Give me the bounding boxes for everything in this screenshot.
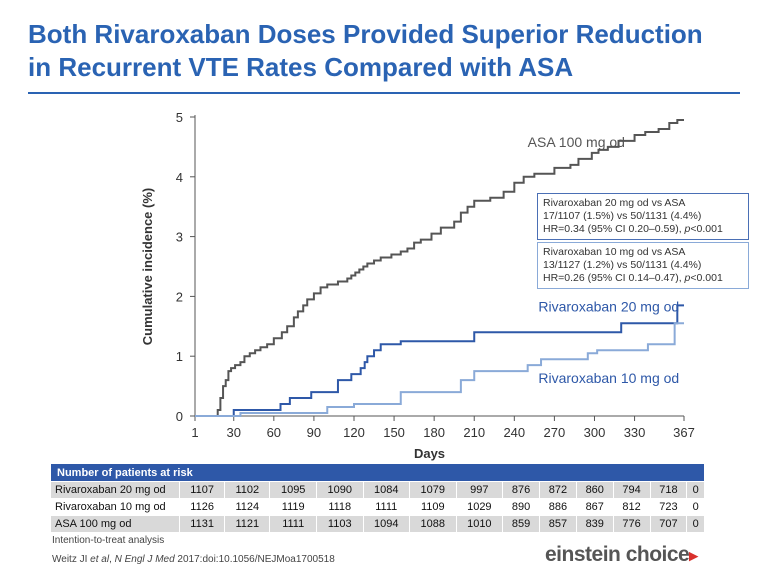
risk-cell: 839 [575,515,614,533]
risk-row-label: ASA 100 mg od [50,515,180,533]
series-annotation: Rivaroxaban 10 mg od [538,370,679,386]
risk-cell: 1010 [455,515,504,533]
stat-box-10mg-line1: Rivaroxaban 10 mg od vs ASA [543,246,686,258]
risk-cell: 1121 [224,515,271,533]
y-tick-label: 3 [176,230,183,245]
series-line-1 [195,304,684,417]
risk-cell: 1094 [362,515,411,533]
y-axis-label: Cumulative incidence (%) [140,188,155,345]
risk-cell: 1107 [178,481,226,499]
risk-cell: 890 [502,498,540,516]
stat-box-10mg-line3: HR=0.26 (95% CI 0.14–0.47), p<0.001 [543,272,723,284]
patients-at-risk-table: Number of patients at risk Rivaroxaban 2… [50,463,705,533]
citation: Weitz JI et al, N Engl J Med 2017:doi:10… [52,554,335,565]
y-tick-label: 5 [176,110,183,125]
x-tick-label: 30 [227,425,241,440]
risk-cell: 876 [502,481,540,499]
series-annotation: ASA 100 mg od [528,134,625,150]
risk-cell: 1090 [315,481,364,499]
risk-cell: 1102 [224,481,271,499]
risk-table-row: Rivaroxaban 10 mg od 1126 1124 1119 1118 1111… [50,498,705,516]
slide-title: Both Rivaroxaban Doses Provided Superior… [28,18,758,84]
stat-box-10mg: Rivaroxaban 10 mg od vs ASA 13/1127 (1.2… [537,242,749,289]
risk-cell: 886 [538,498,577,516]
y-tick-label: 2 [176,289,183,304]
risk-cell: 872 [538,481,577,499]
risk-cell: 997 [455,481,504,499]
x-tick-label: 90 [307,425,321,440]
einstein-choice-logo: einstein choice▸ [545,543,698,566]
stat-box-20mg-line3: HR=0.34 (95% CI 0.20–0.59), p<0.001 [543,223,723,235]
risk-cell: 1111 [269,515,317,533]
stat-box-20mg: Rivaroxaban 20 mg od vs ASA 17/1107 (1.5… [537,193,749,240]
x-axis-label: Days [414,446,445,461]
risk-cell: 1124 [224,498,271,516]
x-tick-label: 1 [191,425,198,440]
x-tick-label: 150 [383,425,405,440]
title-line-2: in Recurrent VTE Rates Compared with ASA [28,52,574,82]
y-tick-label: 1 [176,349,183,364]
risk-cell: 867 [575,498,614,516]
risk-cell: 794 [612,481,651,499]
stat-box-20mg-line2: 17/1107 (1.5%) vs 50/1131 (4.4%) [543,210,702,222]
risk-cell: 0 [686,515,705,533]
risk-table-row: ASA 100 mg od 1131 1121 1111 1103 1094 1088 101… [50,515,705,533]
risk-cell: 723 [649,498,688,516]
risk-cell: 0 [686,498,705,516]
x-tick-label: 367 [673,425,695,440]
x-tick-label: 330 [624,425,646,440]
x-tick-label: 60 [267,425,281,440]
risk-cell: 776 [612,515,651,533]
risk-cell: 1111 [362,498,411,516]
title-line-1: Both Rivaroxaban Doses Provided Superior… [28,19,703,49]
risk-table-row: Rivaroxaban 20 mg od 1107 1102 1095 1090 1084… [50,481,705,499]
x-tick-label: 240 [503,425,525,440]
y-tick-label: 0 [176,409,183,424]
risk-cell: 859 [502,515,540,533]
x-tick-label: 120 [343,425,365,440]
risk-table-header: Number of patients at risk [50,463,705,482]
risk-cell: 1109 [409,498,457,516]
risk-cell: 707 [649,515,688,533]
risk-cell: 860 [575,481,614,499]
footnote: Intention-to-treat analysis [52,535,165,546]
risk-cell: 1079 [409,481,457,499]
risk-row-label: Rivaroxaban 10 mg od [50,498,180,516]
stat-box-20mg-line1: Rivaroxaban 20 mg od vs ASA [543,197,686,209]
risk-cell: 1118 [315,498,364,516]
logo-arrow-icon: ▸ [689,546,698,565]
risk-cell: 1029 [455,498,504,516]
stat-box-10mg-line2: 13/1127 (1.2%) vs 50/1131 (4.4%) [543,259,702,271]
risk-cell: 1095 [269,481,317,499]
title-divider [28,92,740,94]
risk-cell: 1119 [269,498,317,516]
risk-cell: 812 [612,498,651,516]
series-annotation: Rivaroxaban 20 mg od [538,298,679,314]
risk-cell: 718 [649,481,688,499]
x-tick-label: 300 [584,425,606,440]
risk-cell: 857 [538,515,577,533]
risk-cell: 1126 [178,498,226,516]
series-line-2 [195,322,684,417]
series-line-0 [195,118,684,417]
x-tick-label: 180 [423,425,445,440]
y-tick-label: 4 [176,170,183,185]
risk-cell: 1103 [315,515,364,533]
risk-cell: 1084 [362,481,411,499]
risk-cell: 1131 [178,515,226,533]
x-tick-label: 210 [463,425,485,440]
risk-cell: 1088 [409,515,457,533]
risk-cell: 0 [686,481,705,499]
risk-row-label: Rivaroxaban 20 mg od [50,481,180,499]
x-tick-label: 270 [544,425,566,440]
